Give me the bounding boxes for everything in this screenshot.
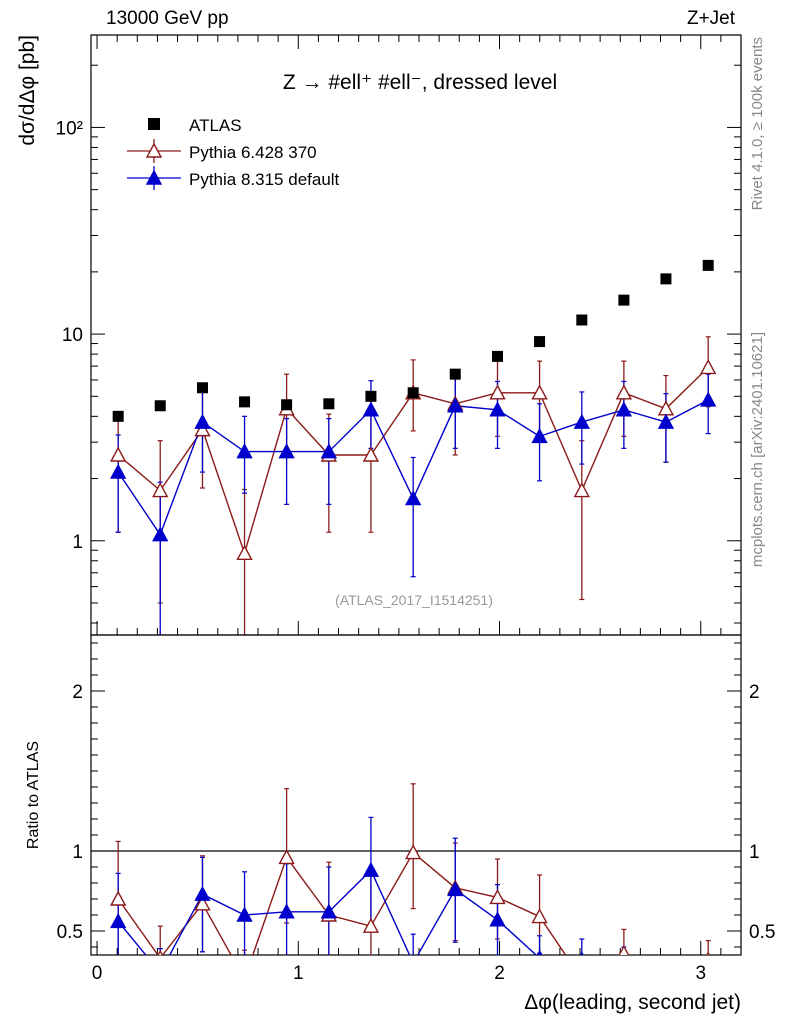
pythia8-point <box>320 443 338 459</box>
pythia6-point <box>615 384 633 400</box>
ratio-panel: 0.5 0.5 1 1 2 2 0 1 2 3 Δφ(leading, second jet) Rat… <box>25 634 775 1014</box>
ratio-pythia6-point <box>618 944 630 955</box>
pythia8-point <box>489 401 506 417</box>
legend-marker <box>145 169 163 185</box>
atlas-data-point <box>407 387 419 399</box>
ratio-frame <box>90 634 742 956</box>
ratio-pythia8-point <box>447 880 464 897</box>
x-tick-label: 0 <box>92 963 103 984</box>
y-tick-label: 1 <box>72 532 83 553</box>
ratio-y-tick-label: 1 <box>72 842 83 863</box>
pythia8-point <box>109 463 127 479</box>
ratio-data <box>109 783 711 955</box>
pythia6-point <box>700 358 717 375</box>
atlas-data-point <box>196 382 208 394</box>
pythia6-point <box>573 482 590 498</box>
ratio-pythia8-point <box>320 903 338 919</box>
ratio-pythia6-point <box>405 844 422 860</box>
pythia8-point <box>362 401 380 417</box>
legend-label: Pythia 8.315 default <box>189 170 340 189</box>
pythia6-point <box>236 544 253 560</box>
atlas-data-point <box>365 390 377 402</box>
ratio-pythia8-point <box>579 951 584 955</box>
ratio-y-tick-label: 0.5 <box>57 922 83 943</box>
main-panel: 1 10 10² dσ/dΔφ [pb] Z → #ell⁺ #ell⁻, dresse… <box>16 34 742 636</box>
x-axis-label: Δφ(leading, second jet) <box>524 991 741 1014</box>
pythia8-point <box>236 443 253 459</box>
atlas-data-point <box>239 396 251 408</box>
ratio-pythia6-point <box>706 951 711 955</box>
pythia8-point <box>531 427 548 444</box>
ratio-y-axis-label: Ratio to ATLAS <box>25 741 42 849</box>
atlas-data-point <box>492 350 504 362</box>
ratio-pythia8-point <box>278 903 295 919</box>
ratio-pythia6-point <box>109 890 127 906</box>
pythia6-point <box>362 446 380 462</box>
energy-label: 13000 GeV pp <box>106 8 229 29</box>
legend-label: ATLAS <box>189 116 242 135</box>
atlas-data-point <box>576 314 588 326</box>
pythia6-point <box>531 384 548 400</box>
atlas-data-point <box>154 400 166 412</box>
ratio-pythia8-point <box>536 949 543 955</box>
atlas-data-point <box>702 259 714 271</box>
y-axis-label: dσ/dΔφ [pb] <box>16 35 39 146</box>
ratio-y-tick-label: 2 <box>72 682 83 703</box>
process-label: Z+Jet <box>687 8 736 29</box>
atlas-data-point <box>281 399 293 411</box>
rivet-version-label: Rivet 4.1.0, ≥ 100k events <box>749 37 766 210</box>
ratio-pythia8-series-line <box>117 868 538 955</box>
y-tick-label: 10 <box>62 325 83 346</box>
atlas-data-point <box>618 294 630 306</box>
pythia8-point <box>152 526 169 542</box>
y-tick-label: 10² <box>56 118 83 139</box>
pythia8-point <box>615 401 633 417</box>
ratio-pythia6-point <box>194 895 211 911</box>
legend-marker-atlas <box>148 118 160 130</box>
pythia6-point <box>194 421 211 437</box>
mcplots-credit-label: mcplots.cern.ch [arXiv:2401.10621] <box>749 332 766 567</box>
atlas-data-point <box>323 398 335 410</box>
legend-marker <box>145 142 163 158</box>
ratio-y-tick-label-right: 1 <box>749 842 760 863</box>
atlas-data-point <box>660 273 672 285</box>
ratio-pythia8-point <box>489 911 506 927</box>
ratio-pythia6-point <box>362 917 380 933</box>
ratio-pythia8-point <box>109 912 127 929</box>
ratio-pythia6-point <box>489 888 506 905</box>
ratio-pythia8-point <box>194 885 211 901</box>
x-tick-label: 2 <box>494 963 505 984</box>
ratio-pythia6-point <box>278 848 295 865</box>
plot-title: Z → #ell⁺ #ell⁻, dressed level <box>283 71 557 94</box>
pythia6-point <box>109 446 127 462</box>
pythia8-point <box>447 397 464 413</box>
pythia6-point <box>489 384 506 400</box>
x-tick-label: 1 <box>293 963 304 984</box>
legend-label: Pythia 6.428 370 <box>189 143 317 162</box>
atlas-data-point <box>449 368 461 380</box>
ratio-y-tick-label-right: 0.5 <box>749 922 775 943</box>
x-tick-label: 3 <box>695 963 706 984</box>
atlas-data-point <box>112 410 124 422</box>
pythia8-point <box>573 413 590 429</box>
atlas-data-point <box>534 336 546 348</box>
pythia8-point <box>278 443 295 459</box>
ratio-pythia6-point <box>157 949 164 955</box>
ratio-pythia8-point <box>362 861 380 877</box>
main-data <box>109 259 717 635</box>
pythia8-point <box>405 490 422 506</box>
pythia8-point <box>194 413 211 429</box>
analysis-id-label: (ATLAS_2017_I1514251) <box>335 592 493 608</box>
ratio-pythia8-point <box>236 906 253 922</box>
pythia8-point <box>657 413 675 429</box>
ratio-y-tick-label-right: 2 <box>749 682 760 703</box>
pythia6-point <box>152 482 169 498</box>
pythia8-point <box>700 391 717 407</box>
ratio-pythia6-point <box>531 908 548 924</box>
